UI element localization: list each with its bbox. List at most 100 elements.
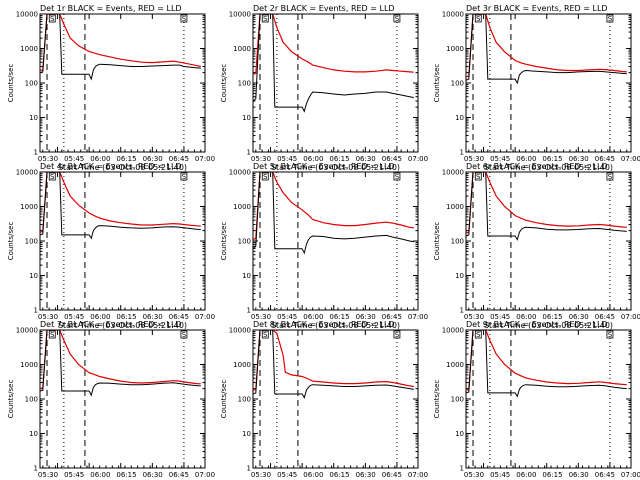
- marker-box: [48, 172, 56, 181]
- x-tick-label: 06:15: [116, 471, 136, 479]
- y-tick-label: 10000: [16, 11, 38, 19]
- x-tick-label: 05:45: [64, 313, 84, 321]
- x-tick-label: 05:45: [64, 471, 84, 479]
- panel-title: Det 2r BLACK = Events, RED = LLD: [253, 4, 395, 13]
- marker-box: [474, 330, 482, 339]
- y-tick-label: 10000: [442, 11, 464, 19]
- y-axis-label: Counts/sec: [7, 222, 15, 261]
- y-tick-label: 10000: [442, 169, 464, 177]
- series-events: [253, 172, 414, 255]
- plot-frame: [39, 171, 206, 311]
- y-axis-label: Counts/sec: [220, 64, 228, 103]
- x-axis-label: Start Time (03-Oct-08 05:21:40): [484, 163, 613, 172]
- x-tick-label: 05:45: [490, 313, 510, 321]
- y-tick-label: 100: [25, 80, 38, 88]
- x-tick-label: 06:15: [542, 313, 562, 321]
- series-group: [253, 14, 414, 113]
- x-axis-label: Start Time (03-Oct-08 05:21:40): [271, 321, 400, 330]
- series-events: [466, 14, 627, 85]
- series-events: [466, 330, 627, 398]
- marker-box: [393, 172, 401, 181]
- y-tick-label: 10: [455, 272, 464, 280]
- series-events: [40, 14, 201, 81]
- x-tick-label: 06:30: [143, 155, 163, 163]
- marker-label: S: [395, 15, 400, 23]
- series-group: [466, 330, 627, 398]
- y-tick-label: 1000: [233, 45, 251, 53]
- x-tick-label: 05:30: [251, 155, 271, 163]
- x-tick-label: 06:30: [143, 313, 163, 321]
- x-tick-label: 05:30: [251, 471, 271, 479]
- x-tick-label: 05:30: [464, 155, 484, 163]
- panel-title: Det 3r BLACK = Events, RED = LLD: [466, 4, 608, 13]
- y-tick-label: 100: [238, 238, 251, 246]
- x-axis-label: Start Time (03-Oct-08 05:21:40): [484, 321, 613, 330]
- x-tick-label: 05:45: [490, 471, 510, 479]
- x-tick-label: 05:30: [38, 313, 58, 321]
- y-tick-label: 1: [34, 307, 38, 315]
- y-tick-label: 10: [242, 430, 251, 438]
- y-tick-label: 10000: [229, 169, 251, 177]
- x-tick-label: 06:00: [303, 313, 323, 321]
- marker-box: [261, 14, 269, 23]
- plot-frame: [465, 171, 632, 311]
- x-tick-label: 06:30: [356, 155, 376, 163]
- plot-frame: [252, 13, 419, 153]
- x-tick-label: 06:30: [569, 471, 589, 479]
- marker-label: S: [608, 15, 613, 23]
- y-tick-label: 10000: [442, 327, 464, 335]
- y-tick-label: 1000: [20, 203, 38, 211]
- y-tick-label: 1000: [20, 361, 38, 369]
- y-tick-label: 1: [460, 149, 464, 157]
- y-tick-label: 100: [238, 396, 251, 404]
- marker-box: [474, 172, 482, 181]
- x-tick-label: 05:45: [277, 471, 297, 479]
- x-tick-label: 06:00: [516, 155, 536, 163]
- panel-title: Det 6r BLACK = Events, RED = LLD: [466, 162, 608, 171]
- y-tick-label: 1: [460, 307, 464, 315]
- panel-6: Det 6r BLACK = Events, RED = LLD 1 10 100 10…: [433, 162, 640, 330]
- x-tick-label: 05:30: [38, 155, 58, 163]
- series-group: [466, 14, 627, 85]
- marker-box: [261, 172, 269, 181]
- panel-3: Det 3r BLACK = Events, RED = LLD 1 10 100 10…: [433, 4, 640, 172]
- marker-label: S: [395, 331, 400, 339]
- panel-9: Det 9r BLACK = Events, RED = LLD 1 10 100 10…: [433, 320, 640, 480]
- x-tick-label: 07:00: [195, 313, 215, 321]
- series-group: [253, 172, 414, 255]
- x-tick-label: 06:00: [90, 155, 110, 163]
- series-lld: [466, 330, 627, 391]
- x-tick-label: 06:30: [569, 155, 589, 163]
- marker-box: [474, 14, 482, 23]
- marker-label: S: [476, 15, 481, 23]
- x-tick-label: 05:45: [277, 155, 297, 163]
- y-tick-label: 100: [25, 396, 38, 404]
- x-tick-label: 06:45: [169, 313, 189, 321]
- y-axis-label: Counts/sec: [433, 64, 441, 103]
- x-tick-label: 05:30: [464, 313, 484, 321]
- y-tick-label: 10000: [229, 11, 251, 19]
- y-tick-label: 10: [242, 114, 251, 122]
- y-tick-label: 10: [242, 272, 251, 280]
- panel-2: Det 2r BLACK = Events, RED = LLD 1 10 100 10…: [220, 4, 428, 172]
- panel-4: Det 4r BLACK = Events, RED = LLD 1 10 100 10…: [7, 162, 215, 330]
- x-tick-label: 06:30: [356, 313, 376, 321]
- x-tick-label: 07:00: [195, 471, 215, 479]
- x-tick-label: 07:00: [408, 471, 428, 479]
- y-tick-label: 1000: [446, 45, 464, 53]
- marker-box: [180, 172, 188, 181]
- y-axis-label: Counts/sec: [7, 380, 15, 419]
- x-tick-label: 06:45: [595, 155, 615, 163]
- marker-label: S: [50, 173, 55, 181]
- series-lld: [253, 172, 414, 241]
- plot-frame: [252, 329, 419, 469]
- panel-title: Det 5r BLACK = Events, RED = LLD: [253, 162, 395, 171]
- y-tick-label: 1000: [233, 361, 251, 369]
- y-axis-label: Counts/sec: [220, 222, 228, 261]
- panel-title: Det 9r BLACK = Events, RED = LLD: [466, 320, 608, 329]
- x-tick-label: 06:00: [303, 471, 323, 479]
- x-tick-label: 05:45: [490, 155, 510, 163]
- y-tick-label: 10: [29, 114, 38, 122]
- y-tick-label: 1000: [446, 361, 464, 369]
